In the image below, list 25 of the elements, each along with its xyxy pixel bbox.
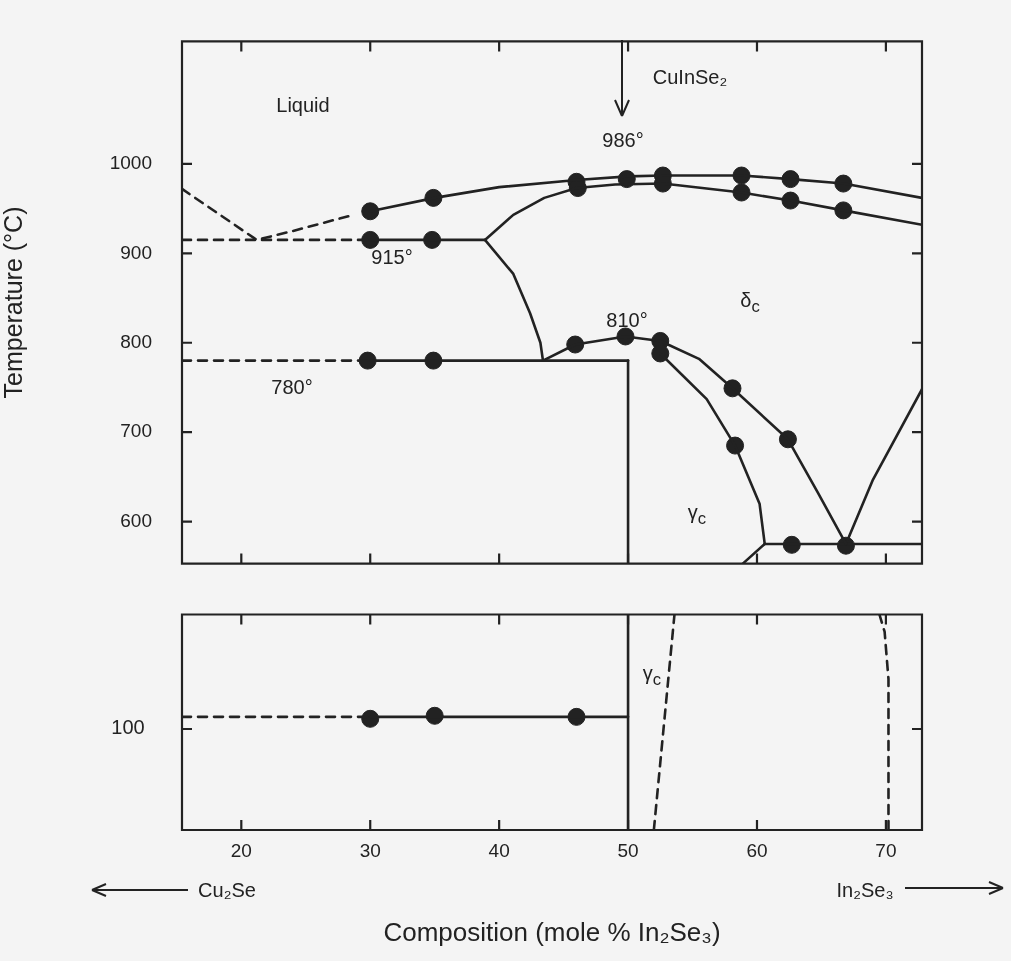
- x-tick-label: 40: [488, 839, 510, 861]
- x-tick-label: 30: [359, 839, 381, 861]
- y-axis-title: Temperature (°C): [0, 206, 27, 399]
- text: In₂Se₃: [836, 879, 894, 901]
- annotation: 780°: [271, 376, 313, 398]
- text: Cu₂Se: [198, 879, 256, 901]
- text: 100: [111, 716, 145, 738]
- annotation: Liquid: [276, 94, 330, 116]
- y-tick-label: 700: [120, 420, 152, 442]
- x-tick-label: 50: [617, 839, 639, 861]
- annotation: 915°: [371, 246, 413, 268]
- x-axis-title: Composition (mole % In₂Se₃): [383, 916, 721, 947]
- annotation: δ$_{c}$: [740, 289, 760, 317]
- annotation: γ$_{c}$: [687, 501, 707, 529]
- x-tick-label: 20: [230, 839, 252, 861]
- annotation: 986°: [602, 129, 644, 151]
- y-tick-label: 600: [120, 509, 152, 531]
- annotation: γ$_{c}$: [642, 662, 662, 690]
- y-tick-label: 1000: [109, 152, 152, 174]
- annotation: 810°: [606, 309, 648, 331]
- x-tick-label: 60: [746, 839, 768, 861]
- x-tick-label: 70: [875, 839, 897, 861]
- annotation: CuInSe₂: [652, 66, 728, 88]
- y-tick-label: 900: [120, 241, 152, 263]
- y-tick-label: 800: [120, 330, 152, 352]
